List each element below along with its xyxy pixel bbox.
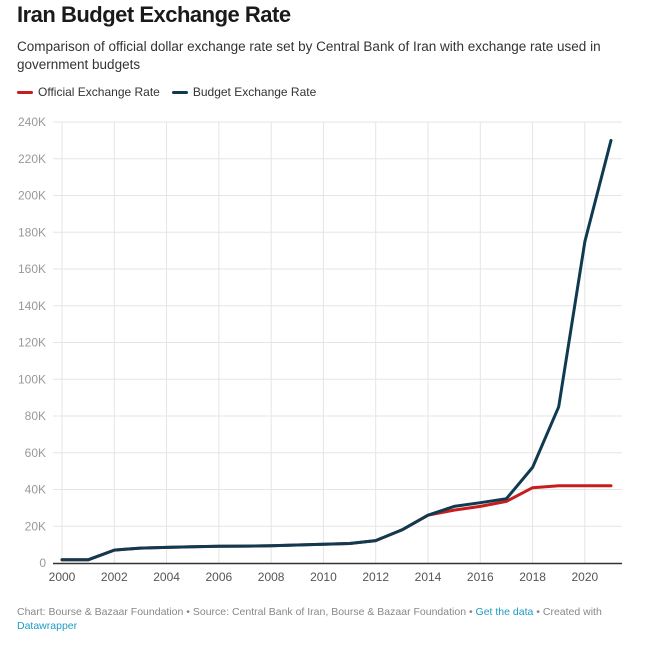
y-tick-label: 80K bbox=[25, 409, 46, 423]
y-gridlines bbox=[53, 121, 622, 527]
legend: Official Exchange Rate Budget Exchange R… bbox=[17, 85, 328, 99]
separator: • bbox=[466, 606, 476, 618]
chart-title: Iran Budget Exchange Rate bbox=[17, 2, 291, 27]
source-note: Source: Central Bank of Iran, Bourse & B… bbox=[192, 606, 467, 618]
x-tick-label: 2018 bbox=[519, 570, 546, 584]
y-tick-label: 200K bbox=[18, 189, 46, 203]
legend-swatch-budget bbox=[171, 90, 188, 94]
y-tick-label: 0 bbox=[39, 556, 46, 570]
separator: • bbox=[533, 606, 543, 618]
x-tick-label: 2000 bbox=[49, 570, 76, 584]
y-axis-labels: 0 20K 40K 60K 80K 100K 120K 140K 160K 180K 200K 220… bbox=[18, 115, 46, 570]
x-tick-label: 2020 bbox=[572, 570, 599, 584]
x-tick-label: 2002 bbox=[101, 570, 128, 584]
y-tick-label: 120K bbox=[18, 336, 46, 350]
x-tick-label: 2014 bbox=[415, 570, 442, 584]
created-with-text: Created with bbox=[542, 606, 602, 618]
y-tick-label: 100K bbox=[18, 372, 46, 386]
y-tick-label: 20K bbox=[25, 519, 46, 533]
footer: Chart: Bourse & Bazaar Foundation • Sour… bbox=[17, 605, 637, 633]
series-lines bbox=[60, 138, 613, 562]
x-tick-label: 2004 bbox=[153, 570, 180, 584]
legend-label-budget: Budget Exchange Rate bbox=[192, 85, 317, 99]
x-axis-labels: 2000 2002 2004 2006 2008 2010 2012 2014 2016 2018… bbox=[49, 570, 599, 584]
x-tick-label: 2010 bbox=[310, 570, 337, 584]
x-tick-label: 2006 bbox=[206, 570, 233, 584]
y-tick-label: 160K bbox=[18, 262, 46, 276]
y-tick-label: 180K bbox=[18, 225, 46, 239]
y-tick-label: 40K bbox=[25, 483, 46, 497]
y-tick-label: 60K bbox=[25, 446, 46, 460]
datawrapper-link[interactable]: Datawrapper bbox=[17, 620, 78, 632]
x-tick-label: 2012 bbox=[362, 570, 389, 584]
get-the-data-link[interactable]: Get the data bbox=[475, 606, 534, 618]
y-tick-label: 140K bbox=[18, 299, 46, 313]
budget-rate-line bbox=[60, 138, 613, 562]
y-tick-label: 220K bbox=[18, 152, 46, 166]
separator: • bbox=[183, 606, 193, 618]
y-tick-label: 240K bbox=[18, 115, 46, 129]
x-gridlines bbox=[61, 122, 586, 563]
x-tick-label: 2016 bbox=[467, 570, 494, 584]
x-tick-label: 2008 bbox=[258, 570, 285, 584]
chart-credit: Chart: Bourse & Bazaar Foundation bbox=[17, 606, 184, 618]
chart-subtitle: Comparison of official dollar exchange r… bbox=[17, 39, 601, 72]
legend-swatch-official bbox=[17, 90, 33, 94]
legend-label-official: Official Exchange Rate bbox=[38, 85, 160, 99]
legend-item-official: Official Exchange Rate bbox=[17, 85, 160, 99]
legend-item-budget: Budget Exchange Rate bbox=[171, 85, 317, 99]
